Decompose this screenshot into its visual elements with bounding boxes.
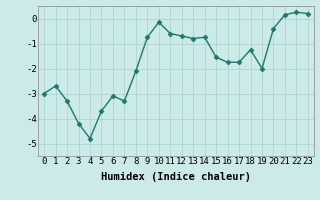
X-axis label: Humidex (Indice chaleur): Humidex (Indice chaleur) (101, 172, 251, 182)
